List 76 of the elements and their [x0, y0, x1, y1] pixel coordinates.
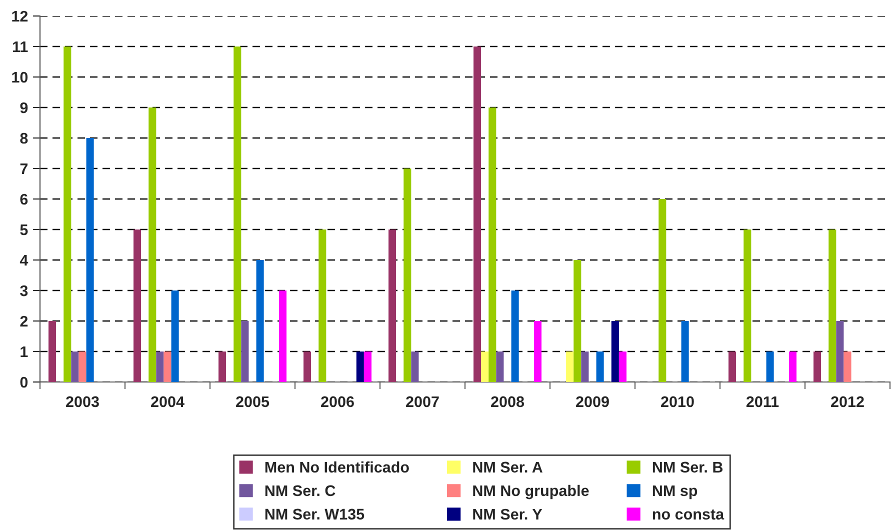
x-tick-label: 2003	[66, 396, 99, 408]
y-tick-label: 11	[13, 42, 28, 52]
y-tick-label: 6	[20, 194, 28, 205]
bar	[134, 230, 142, 382]
x-tick-label: 2009	[576, 396, 609, 408]
x-tick-label: 2007	[406, 396, 439, 408]
legend-label: Men No Identificado	[265, 461, 409, 473]
y-tick-label: 2	[20, 316, 28, 327]
bar	[611, 321, 619, 382]
bar	[156, 352, 164, 382]
bar	[278, 290, 286, 382]
x-tick-label: 2008	[491, 396, 524, 408]
x-tick-label: 2010	[661, 396, 694, 408]
y-tick-label: 10	[12, 72, 28, 83]
bar	[48, 321, 56, 382]
y-tick-label: 3	[20, 285, 28, 296]
x-tick-label: 2006	[321, 396, 354, 408]
bar	[404, 168, 412, 382]
x-tick-label: 2005	[236, 396, 270, 408]
bar	[86, 138, 94, 382]
bar	[788, 352, 796, 382]
y-tick-label: 0	[20, 376, 28, 388]
x-tick-label: 2011	[746, 396, 779, 408]
legend-label: NM Ser. C	[265, 485, 336, 496]
bar	[744, 230, 752, 382]
bar	[411, 352, 419, 382]
bar	[364, 352, 372, 382]
y-tick-label: 9	[20, 102, 28, 114]
bar	[234, 46, 242, 382]
legend-label: NM Ser. W135	[265, 508, 364, 520]
y-tick-label: 5	[20, 224, 28, 236]
bar	[836, 321, 844, 382]
bar	[64, 46, 72, 382]
legend-label: no consta	[652, 509, 724, 520]
y-tick-label: 7	[20, 164, 28, 174]
bar	[581, 352, 589, 382]
bar	[534, 321, 542, 382]
bar	[658, 199, 666, 382]
bar	[474, 46, 482, 382]
bar	[618, 352, 626, 382]
bar	[164, 352, 172, 382]
bar	[256, 260, 264, 382]
y-tick-label: 4	[20, 255, 28, 266]
y-tick-label: 8	[20, 132, 28, 144]
bar	[71, 352, 79, 382]
bar	[304, 352, 312, 382]
bar	[318, 230, 326, 382]
bar	[574, 260, 582, 382]
bar	[171, 290, 179, 382]
y-tick-label: 12	[12, 10, 28, 22]
bar	[728, 352, 736, 382]
bar	[388, 230, 396, 382]
bar	[148, 108, 156, 382]
legend-label: NM sp	[652, 485, 698, 500]
bar	[241, 321, 249, 382]
legend-label: NM Ser. A	[473, 462, 542, 473]
bar	[511, 290, 519, 382]
bar	[766, 352, 774, 382]
legend-label: NM Ser. B	[652, 462, 723, 473]
bar	[481, 352, 489, 382]
bar	[566, 352, 574, 382]
bar	[356, 352, 364, 382]
legend-label: NM No grupable	[473, 484, 589, 500]
bar	[828, 230, 836, 382]
legend-label: NM Ser. Y	[473, 508, 542, 520]
bar	[218, 352, 226, 382]
y-tick-label: 1	[20, 346, 28, 358]
x-tick-label: 2004	[151, 396, 184, 408]
bar	[488, 108, 496, 382]
bar	[681, 321, 689, 382]
x-tick-label: 2012	[831, 396, 864, 408]
bar	[844, 352, 852, 382]
bar	[814, 352, 822, 382]
bar	[496, 352, 504, 382]
bar	[78, 352, 86, 382]
bar	[596, 352, 604, 382]
